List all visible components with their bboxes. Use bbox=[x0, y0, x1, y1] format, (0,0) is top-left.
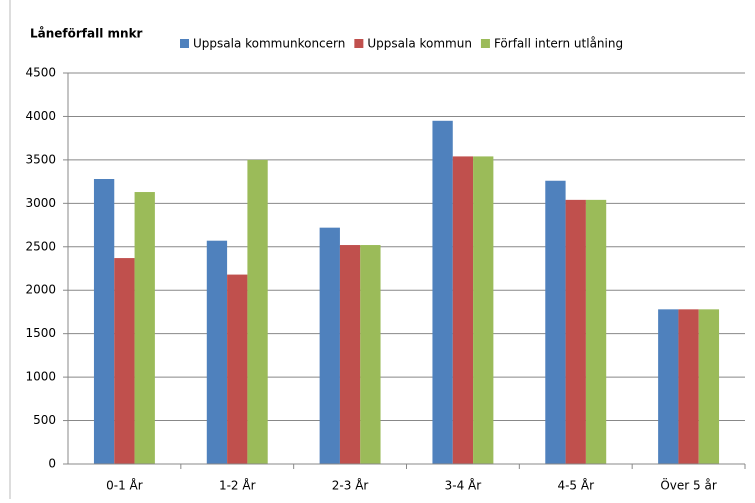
x-tick-label: Över 5 år bbox=[660, 477, 716, 493]
bar bbox=[565, 199, 586, 464]
x-tick-label: 3-4 År bbox=[445, 478, 482, 493]
bar bbox=[360, 245, 381, 464]
bar bbox=[585, 199, 607, 464]
bar bbox=[698, 309, 720, 464]
legend-label: Uppsala kommun bbox=[367, 37, 472, 51]
y-tick-label: 1000 bbox=[25, 370, 56, 384]
bar bbox=[339, 245, 361, 464]
bar bbox=[432, 120, 453, 465]
y-tick-label: 0 bbox=[48, 457, 56, 471]
bar bbox=[227, 274, 248, 464]
y-tick-label: 4000 bbox=[25, 109, 56, 123]
legend-swatch bbox=[180, 39, 189, 48]
legend-label: Uppsala kommunkoncern bbox=[193, 37, 345, 51]
y-tick-label: 2500 bbox=[25, 239, 56, 253]
bar bbox=[114, 258, 135, 464]
legend-label: Förfall intern utlåning bbox=[494, 37, 623, 51]
legend-swatch bbox=[480, 39, 490, 48]
bar bbox=[93, 179, 115, 464]
legend-swatch bbox=[354, 39, 364, 48]
bar bbox=[658, 309, 679, 464]
bar bbox=[247, 159, 268, 464]
chart-title: Låneförfall mnkr bbox=[30, 27, 143, 41]
x-tick-label: 0-1 År bbox=[106, 478, 143, 493]
y-tick-label: 3000 bbox=[25, 196, 56, 210]
bar bbox=[473, 156, 494, 464]
bar bbox=[206, 240, 228, 464]
y-tick-label: 3500 bbox=[25, 152, 56, 166]
x-tick-label: 2-3 År bbox=[332, 478, 369, 493]
x-tick-label: 4-5 År bbox=[557, 478, 594, 493]
bar bbox=[319, 227, 340, 464]
bar bbox=[134, 192, 155, 464]
bar bbox=[678, 309, 699, 464]
y-tick-label: 4500 bbox=[25, 66, 56, 80]
y-tick-label: 1500 bbox=[25, 326, 56, 340]
x-tick-label: 1-2 År bbox=[219, 478, 256, 493]
bar bbox=[545, 180, 566, 464]
y-tick-label: 500 bbox=[33, 413, 56, 427]
bar bbox=[452, 156, 474, 464]
y-tick-label: 2000 bbox=[25, 283, 56, 297]
